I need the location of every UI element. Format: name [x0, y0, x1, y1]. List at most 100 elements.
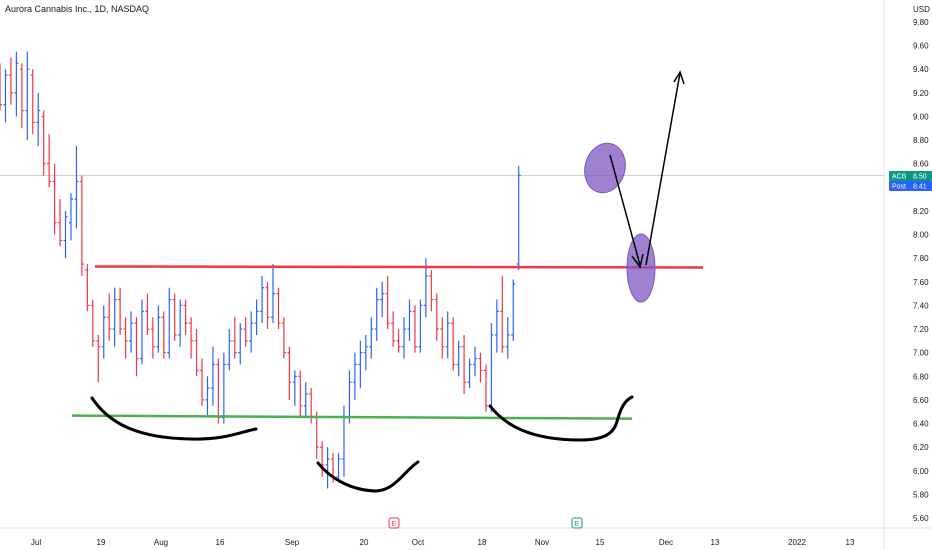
x-tick-label: Sep: [285, 538, 300, 547]
ohlc-bar: [314, 411, 319, 459]
y-tick-label: 8.80: [913, 136, 929, 145]
time-axis[interactable]: Jul 19 Aug 16 Sep 20 Oct 18 Nov 15 Dec 13 2022 13: [0, 527, 932, 547]
y-tick-label: 6.40: [913, 420, 929, 429]
annotations: [90, 70, 685, 493]
right-shoulder-curve: [488, 395, 634, 442]
ohlc-bar: [25, 51, 30, 141]
ohlc-bar: [505, 317, 510, 359]
ohlc-bar: [96, 334, 101, 383]
highlight-ellipse: [626, 233, 656, 303]
x-tick-label: Dec: [659, 538, 673, 547]
ohlc-bar: [172, 293, 177, 341]
y-tick-label: 6.20: [913, 443, 929, 452]
price-tag-acb: [889, 171, 932, 181]
price-tag-value: 8.50: [913, 174, 927, 181]
ohlc-bars: [0, 51, 521, 489]
y-tick-label: 6.80: [913, 372, 929, 381]
ohlc-bar: [292, 370, 297, 406]
y-tick-label: 8.00: [913, 231, 929, 240]
y-tick-label: 7.00: [913, 349, 929, 358]
ohlc-bar: [150, 317, 155, 359]
ohlc-bar: [90, 299, 95, 347]
ohlc-bar: [183, 299, 188, 335]
ohlc-bar: [418, 299, 423, 353]
ohlc-bar: [358, 340, 363, 389]
ohlc-bar: [156, 305, 161, 353]
y-tick-label: 8.20: [913, 207, 929, 216]
ohlc-bar: [281, 317, 286, 359]
x-tick-label: 13: [846, 538, 855, 547]
ohlc-bar: [265, 281, 270, 330]
ohlc-bar: [0, 63, 2, 111]
ohlc-bar: [74, 146, 79, 229]
ohlc-bar: [374, 287, 379, 341]
ohlc-bar: [238, 323, 243, 365]
ohlc-bar: [462, 334, 467, 394]
resistance-line: [94, 265, 704, 269]
ohlc-bar: [380, 281, 385, 318]
ohlc-bar: [429, 270, 434, 312]
support-line: [71, 414, 633, 420]
ohlc-bar: [139, 299, 144, 365]
left-shoulder-curve: [90, 396, 258, 441]
ohlc-bar: [194, 329, 199, 377]
price-tag-name: ACB: [892, 174, 907, 181]
ohlc-bar: [243, 317, 248, 347]
ohlc-bar: [52, 163, 57, 235]
y-tick-label: 6.60: [913, 396, 929, 405]
ohlc-bar: [271, 264, 275, 324]
y-tick-label: 9.00: [913, 112, 929, 121]
ohlc-bar: [500, 275, 505, 353]
ohlc-bar: [511, 279, 516, 341]
y-tick-label: 7.60: [913, 278, 929, 287]
ohlc-bar: [451, 317, 456, 371]
currency-label: USD: [913, 5, 930, 14]
ohlc-bar: [216, 358, 221, 424]
price-axis[interactable]: USD 5.60 5.80 6.00 6.20 6.40 6.60 6.80 7.00 7.20 7…: [883, 0, 930, 550]
ohlc-bar: [385, 275, 390, 330]
ohlc-bar: [309, 388, 314, 424]
ohlc-bar: [320, 441, 325, 477]
y-tick-label: 7.80: [913, 254, 929, 263]
ohlc-bar: [178, 299, 183, 347]
x-tick-label: Nov: [535, 538, 549, 547]
price-tag-post: [889, 181, 932, 191]
ohlc-bar: [396, 329, 401, 353]
arrow-down-line: [609, 154, 641, 266]
x-tick-label: 2022: [788, 538, 806, 547]
ohlc-bar: [363, 334, 368, 371]
earnings-marker: [571, 517, 583, 529]
ohlc-bar: [101, 305, 106, 359]
x-tick-label: 18: [478, 538, 487, 547]
y-tick-label: 9.80: [913, 18, 929, 27]
earnings-marker-label: E: [575, 521, 580, 528]
ohlc-bar: [494, 299, 499, 353]
price-tag-name: Post: [892, 184, 906, 191]
arrow-up-head: [673, 70, 685, 85]
y-tick-label: 6.00: [913, 467, 929, 476]
earnings-marker: [388, 517, 400, 529]
ohlc-bar: [134, 317, 139, 377]
x-tick-label: 20: [360, 538, 369, 547]
ohlc-bar: [276, 287, 281, 330]
y-tick-label: 9.60: [913, 42, 929, 51]
y-tick-label: 7.40: [913, 301, 929, 310]
ohlc-bar: [8, 57, 13, 105]
y-tick-label: 9.20: [913, 89, 929, 98]
x-tick-label: 16: [216, 538, 225, 547]
ohlc-bar: [407, 299, 412, 341]
ohlc-bar: [30, 69, 35, 135]
ohlc-bar: [232, 317, 237, 359]
ohlc-bar: [118, 287, 123, 335]
ohlc-bar: [369, 317, 374, 359]
ohlc-bar: [489, 323, 494, 412]
ohlc-bar: [3, 69, 8, 123]
highlight-ellipse: [584, 142, 626, 194]
ohlc-bar: [473, 346, 478, 377]
ohlc-bar: [456, 340, 461, 377]
y-tick-label: 8.60: [913, 160, 929, 169]
ohlc-bar: [347, 370, 352, 424]
x-tick-label: Jul: [31, 538, 41, 547]
